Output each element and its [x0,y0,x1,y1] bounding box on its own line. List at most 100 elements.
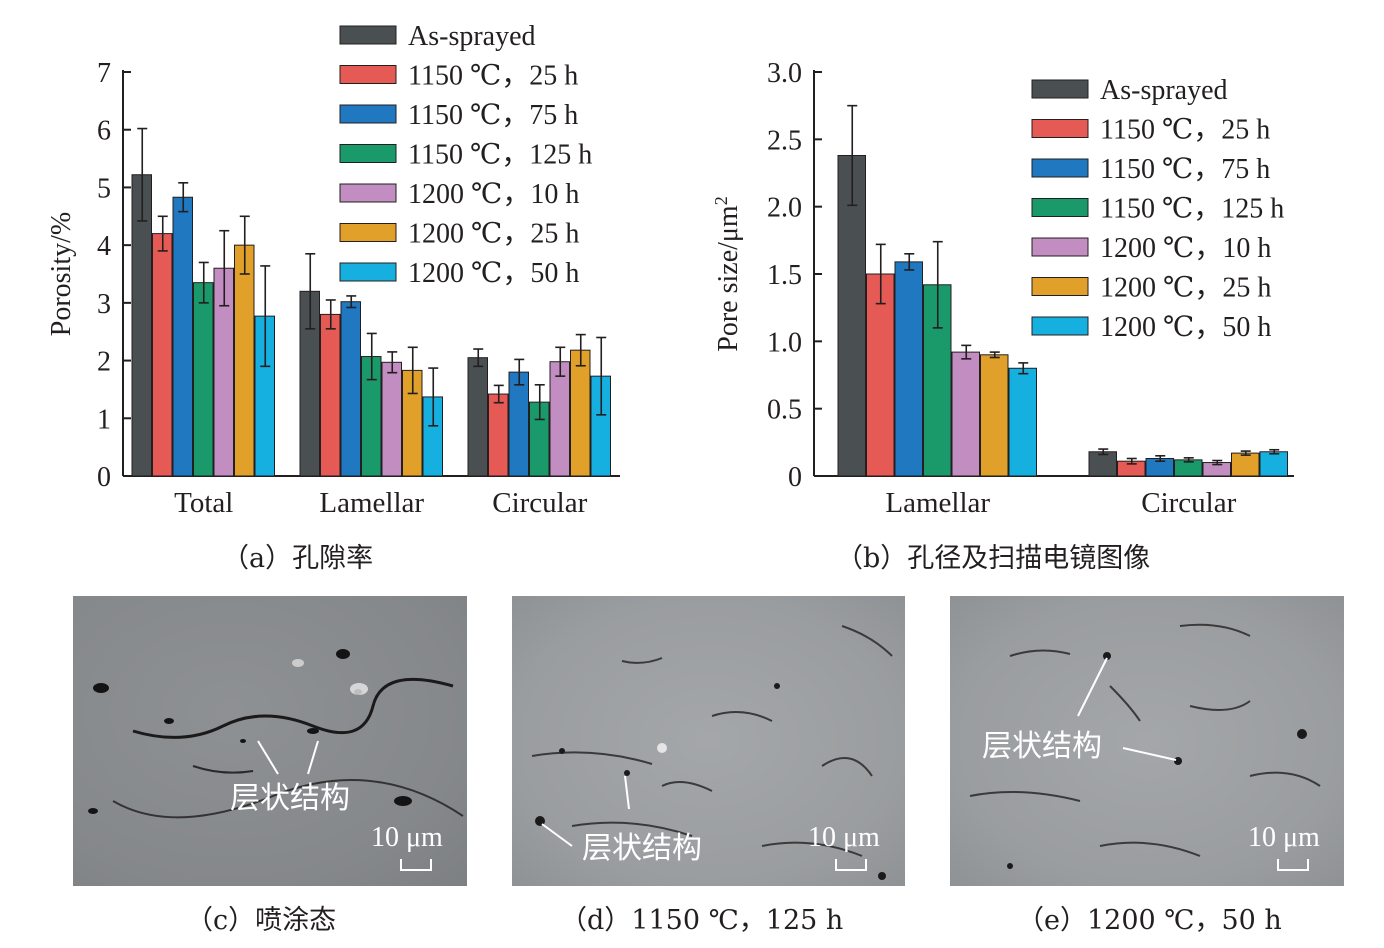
y-tick-label-4: 4 [97,231,111,262]
legend-swatch-3 [339,144,397,163]
error-bar-circular-5 [575,333,586,367]
scale-bar-label: 10 μm [1248,822,1320,853]
legend-entry-0: As-sprayed [408,21,536,52]
y-tick-label-1-5: 1.5 [767,260,802,291]
micrograph-1150c-125h: 层状结构 10 μm [512,596,905,886]
y-tick-label-7: 7 [97,58,111,89]
bar-total-5 [234,244,255,477]
caption-b: （b）孔径及扫描电镜图像 [836,543,1151,574]
error-bar-circular-5 [1240,450,1251,456]
error-bar-circular-1 [493,384,504,404]
error-bar-circular-2 [514,358,525,386]
y-axis-label: Pore size/μm2 [711,196,744,351]
error-bar-circular-1 [1126,457,1137,465]
legend-swatch-1 [339,65,397,84]
bar-circular-4 [549,361,570,477]
bar-lamellar-5 [980,354,1009,477]
bar-total-1 [152,233,173,477]
bar-circular-2 [508,371,529,477]
error-bar-lamellar-5 [407,346,418,395]
x-tick-label-lamellar: Lamellar [885,487,990,519]
error-bar-total-3 [198,261,209,304]
scale-bar [1277,859,1309,871]
scale-bar-label: 10 μm [808,822,880,853]
legend-entry-5: 1200 ℃，25 h [408,219,579,250]
error-bar-lamellar-6 [428,367,439,427]
lamellar-structure-label: 层状结构 [582,831,702,866]
error-bar-total-5 [239,215,250,275]
scale-bar [835,859,867,871]
error-bar-lamellar-4 [961,344,972,360]
legend-swatch-4 [339,183,397,203]
micrograph-c-texture: 层状结构 10 μm [88,649,464,871]
error-bar-lamellar-2 [904,253,915,271]
legend-entry-5: 1200 ℃，25 h [1100,273,1271,304]
y-tick-label-0-5: 0.5 [767,395,802,426]
legend-swatch-1 [1031,119,1089,138]
legend-entry-6: 1200 ℃，50 h [408,258,579,289]
y-tick-label-3-0: 3.0 [767,58,802,89]
error-bar-lamellar-6 [1018,362,1029,375]
micrograph-e-texture: 层状结构 10 μm [969,623,1321,871]
x-tick-label-circular: Circular [492,487,587,519]
micrograph-1200c-50h: 层状结构 10 μm [950,596,1344,886]
pore-size-chart: 0 0.5 1.0 1.5 2.0 2.5 3.0 Pore size/μm2 Lamellar… [711,58,1294,519]
legend-swatch-5 [1031,277,1089,296]
bar-lamellar-2 [894,261,923,477]
lamellar-structure-label: 层状结构 [230,781,350,816]
error-bar-total-4 [219,229,230,307]
error-bar-circular-6 [596,336,607,416]
x-tick-label-total: Total [174,487,233,519]
bar-circular-6 [1259,451,1288,477]
bar-total-3 [193,282,214,477]
bar-lamellar-1 [320,313,341,477]
y-tick-label-5: 5 [97,173,111,204]
error-bar-lamellar-2 [346,295,357,309]
y-tick-label-2: 2 [97,347,111,378]
legend-swatch-6 [1031,316,1089,336]
error-bar-lamellar-0 [305,253,316,330]
error-bar-lamellar-3 [366,332,377,381]
error-bar-lamellar-0 [847,104,858,207]
x-tick-label-circular: Circular [1141,487,1236,519]
error-bar-circular-2 [1155,454,1166,462]
error-bar-lamellar-4 [387,351,398,374]
legend-entry-3: 1150 ℃，125 h [1100,194,1284,225]
bar-lamellar-6 [1008,367,1037,477]
caption-a: （a）孔隙率 [222,543,374,574]
caption-c: （c）喷涂态 [186,905,337,936]
bar-circular-5 [570,349,591,477]
error-bar-total-2 [178,182,189,213]
error-bar-total-1 [157,215,168,252]
legend-swatch-0 [1031,79,1089,99]
legend-entry-1: 1150 ℃，25 h [1100,115,1270,146]
y-tick-label-0: 0 [97,462,111,493]
error-bar-circular-3 [534,384,545,421]
scale-bar-label: 10 μm [371,822,443,853]
bar-lamellar-0 [837,154,866,477]
y-tick-label-2-0: 2.0 [767,193,802,224]
error-bar-lamellar-1 [325,299,336,330]
micrograph-as-sprayed: 层状结构 10 μm [73,596,467,886]
bar-lamellar-4 [381,361,402,477]
y-tick-label-3: 3 [97,289,111,320]
legend-entry-2: 1150 ℃，75 h [408,100,578,131]
error-bar-circular-3 [1183,457,1194,463]
error-bar-circular-4 [1212,459,1223,466]
error-bar-lamellar-3 [932,240,943,329]
bar-total-2 [172,196,193,477]
legend-entry-3: 1150 ℃，125 h [408,140,592,171]
bar-lamellar-4 [951,351,980,477]
bar-circular-1 [488,393,509,477]
micrograph-d-texture: 层状结构 10 μm [531,625,893,880]
porosity-chart: 0 1 2 3 4 5 6 7 Porosity/% Total Lamellar Circular A… [46,21,620,519]
legend-entry-2: 1150 ℃，75 h [1100,154,1270,185]
caption-d: （d）1150 ℃，125 h [560,905,844,936]
y-tick-label-2-5: 2.5 [767,125,802,156]
scale-bar [400,859,432,871]
error-bar-circular-4 [555,346,566,377]
legend-swatch-3 [1031,198,1089,217]
legend-entry-1: 1150 ℃，25 h [408,61,578,92]
bar-circular-0 [1088,451,1117,477]
error-bar-lamellar-1 [875,243,886,305]
